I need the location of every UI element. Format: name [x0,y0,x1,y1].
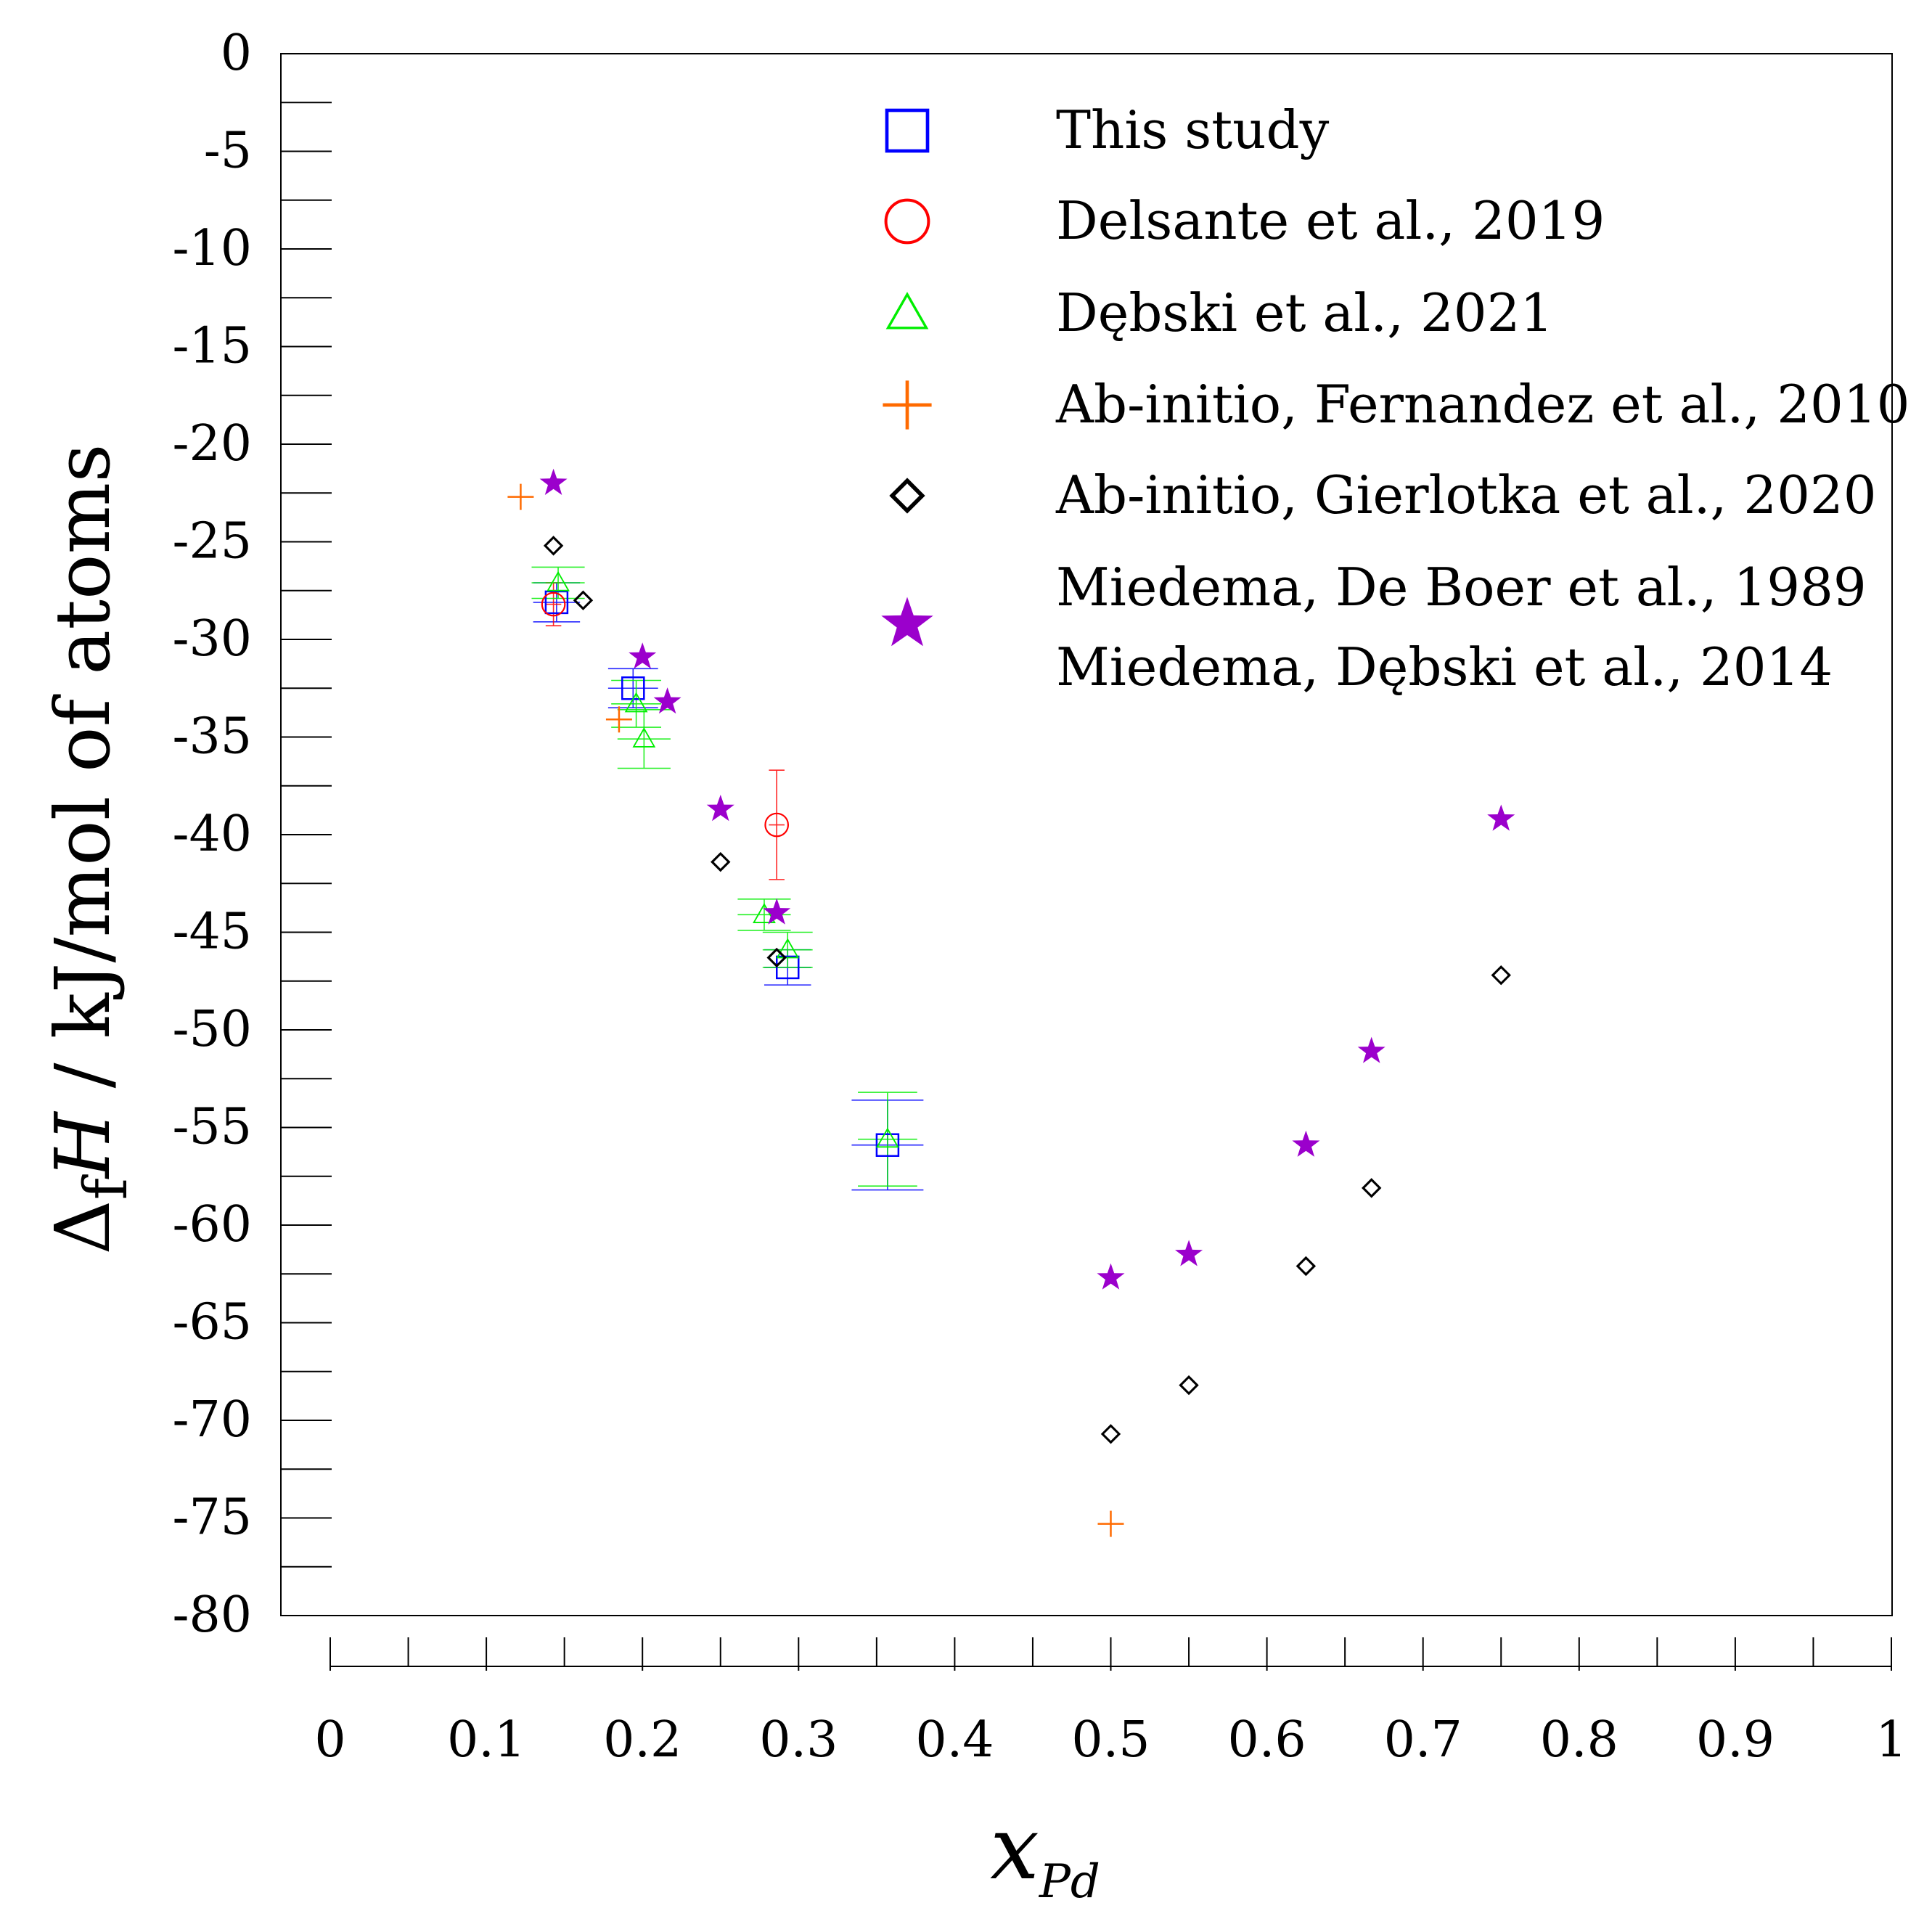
data-point-triangle [547,570,570,592]
y-tick-label: -45 [172,904,252,961]
data-point-circle [764,812,790,838]
x-tick-label: 0.9 [1696,1711,1775,1769]
data-point-diamond [711,851,731,872]
data-point-star [1487,804,1515,831]
x-title-subscript: Pd [1039,1855,1100,1909]
error-bar [607,668,658,708]
legend-marker-star [881,597,933,647]
y-title-rest: / kJ/mol of atoms [38,443,127,1112]
legend-label: This study [1056,99,1330,160]
data-point-diamond [543,536,564,556]
data-point-diamond [573,590,594,610]
data-point-star [629,642,657,669]
data-point-square [544,590,569,615]
y-tick-label: -25 [172,513,252,570]
error-bar [858,1092,917,1187]
data-point-triangle [876,1127,899,1148]
x-tick-label: 0.2 [603,1711,681,1769]
data-point-triangle [624,692,648,713]
x-tick-label: 0.7 [1384,1711,1462,1769]
legend-marker-plus [883,380,932,430]
x-title-variable: x [990,1798,1039,1899]
x-tick-label: 0.5 [1071,1711,1150,1769]
data-point-triangle [776,938,800,959]
y-tick-label: -65 [172,1294,252,1351]
y-axis: 0 -5 -10 -15 -20 -25 -30 -35 -40 -45 -50 -55 -60 -65 -… [172,25,332,1644]
data-point-square [875,1133,900,1157]
y-tick-label: -55 [172,1099,252,1156]
x-axis-title: xPd [990,1798,1100,1909]
data-point-diamond [1362,1178,1382,1198]
data-point-plus [507,483,534,510]
data-point-triangle [632,727,656,748]
data-point-star [763,898,791,925]
y-tick-label: -80 [172,1587,252,1644]
data-point-star [539,468,568,495]
data-point-circle [541,592,566,617]
error-bar [769,769,785,880]
legend-label: Miedema, De Boer et al., 1989 [1056,557,1867,618]
y-tick-label: -70 [172,1391,252,1449]
legend-item: Ab-initio, Fernandez et al., 2010 [883,374,1910,435]
y-tick-label: -35 [172,708,252,766]
data-point-diamond [766,947,787,968]
y-tick-label: -75 [172,1489,252,1547]
error-bar [617,709,671,769]
legend-item: Dębski et al., 2021 [885,282,1553,343]
data-point-plus [605,706,632,733]
legend-label: Ab-initio, Fernandez et al., 2010 [1055,374,1910,435]
x-tick-label: 0.3 [759,1711,838,1769]
legend-item: Ab-initio, Gierlotka et al., 2020 [889,464,1877,525]
legend-label: Miedema, Dębski et al., 2014 [1056,637,1833,697]
y-title-delta: Δ [38,1200,127,1254]
y-tick-label: -20 [172,415,252,472]
error-bar [762,931,813,968]
x-tick-label: 0.6 [1228,1711,1306,1769]
data-point-star [653,687,681,714]
legend-item: Miedema, De Boer et al., 1989 Miedema, Dę… [881,557,1867,697]
x-tick-label: 1 [1875,1711,1907,1769]
data-point-diamond [1295,1256,1317,1277]
data-point-diamond [1100,1424,1121,1444]
x-tick-label: 0 [314,1711,345,1769]
y-tick-label: -15 [172,318,252,375]
y-tick-label: -50 [172,1001,252,1058]
y-title-variable: H [38,1110,127,1179]
x-tick-label: 0.1 [447,1711,525,1769]
data-point-star [1292,1130,1320,1157]
data-point-star [706,795,734,822]
legend-item: This study [885,99,1330,160]
y-tick-label: -60 [172,1196,252,1253]
y-tick-label: -40 [172,806,252,863]
x-tick-label: 0.4 [915,1711,994,1769]
x-tick-label: 0.8 [1540,1711,1618,1769]
legend-marker-square [885,108,930,153]
y-title-subscript: f [72,1174,141,1200]
x-axis: 0 0.1 0.2 0.3 0.4 0.5 0.6 0.7 0.8 0.9 1 [314,1637,1907,1769]
data-markers [507,468,1515,1537]
y-tick-label: 0 [221,25,252,82]
legend: This study Delsante et al., 2019 Dębski et… [881,99,1910,697]
data-point-star [1097,1263,1125,1290]
legend-label: Ab-initio, Gierlotka et al., 2020 [1055,464,1877,525]
data-point-star [1357,1036,1385,1063]
data-point-triangle [753,903,776,923]
y-tick-label: -30 [172,610,252,668]
data-point-diamond [1179,1375,1199,1396]
error-bars [531,566,924,1191]
y-tick-label: -5 [204,123,252,180]
y-axis-title: ΔfH / kJ/mol of atoms [38,443,141,1254]
legend-marker-circle [884,198,930,245]
y-tick-label: -10 [172,220,252,277]
legend-marker-diamond [889,478,925,514]
data-point-star [1175,1240,1203,1266]
legend-label: Delsante et al., 2019 [1056,190,1605,251]
legend-marker-triangle [885,292,929,329]
data-point-diamond [1491,965,1511,986]
data-point-plus [1097,1510,1124,1537]
legend-item: Delsante et al., 2019 [884,190,1605,251]
legend-label: Dębski et al., 2021 [1056,282,1553,343]
